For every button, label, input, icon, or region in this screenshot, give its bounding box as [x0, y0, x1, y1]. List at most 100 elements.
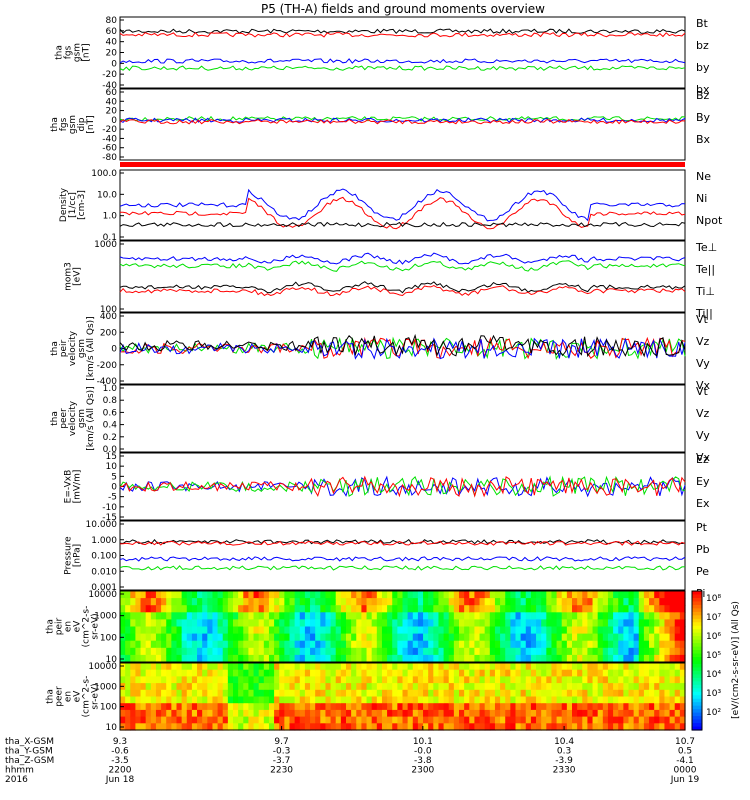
spectrogram-cell — [479, 723, 486, 731]
spectrogram-cell — [371, 683, 378, 691]
spectrogram-cell — [530, 647, 537, 656]
spectrogram-cell — [243, 689, 250, 698]
spectrogram-cell — [140, 626, 147, 635]
spectrogram-cell — [258, 591, 265, 599]
spectrogram-cell — [489, 696, 496, 704]
spectrogram-cell — [618, 633, 624, 642]
legend-Vx: Vx — [696, 379, 711, 392]
spectrogram-cell — [155, 598, 162, 606]
spectrogram-cell — [556, 696, 563, 704]
spectrogram-cell — [299, 633, 306, 642]
colorbar-cell — [692, 684, 702, 689]
spectrogram-cell — [263, 723, 270, 731]
spectrogram-cell — [279, 626, 285, 635]
spectrogram-cell — [489, 723, 496, 731]
colorbar-cell — [692, 618, 702, 623]
spectrogram-cell — [284, 619, 291, 628]
spectrogram-cell — [207, 612, 214, 620]
spectrogram-cell — [304, 654, 311, 663]
spectrogram-cell — [669, 647, 676, 656]
spectrogram-cell — [202, 626, 208, 635]
spectrogram-cell — [181, 669, 188, 677]
spectrogram-cell — [258, 716, 265, 724]
spectrogram-cell — [294, 669, 301, 677]
spectrogram-cell — [284, 647, 291, 656]
spectrogram-cell — [376, 626, 383, 635]
spectrogram-cell — [556, 716, 563, 724]
spectrogram-cell — [489, 591, 496, 599]
spectrogram-cell — [510, 612, 517, 620]
spectrogram-cell — [566, 723, 573, 731]
legend-Ne: Ne — [696, 170, 711, 183]
spectrogram-cell — [453, 626, 460, 635]
spectrogram-cell — [299, 689, 306, 698]
spectrogram-cell — [423, 591, 429, 599]
spectrogram-cell — [489, 703, 496, 711]
spectrogram-cell — [679, 633, 686, 642]
spectrogram-cell — [166, 626, 172, 635]
spectrogram-cell — [351, 703, 357, 711]
y-tick-label: -80 — [102, 153, 117, 163]
ylabel-line: [nPa] — [73, 544, 83, 567]
spectrogram-cell — [263, 683, 270, 691]
spectrogram-cell — [417, 716, 424, 724]
spectrogram-cell — [505, 626, 511, 635]
spectrogram-cell — [227, 709, 234, 718]
spectrogram-cell — [289, 633, 296, 642]
y-tick-label: 1.000 — [91, 536, 117, 546]
spectrogram-cell — [304, 591, 311, 599]
spectrogram-cell — [479, 709, 486, 718]
spectrogram-cell — [392, 723, 398, 731]
spectrogram-cell — [402, 689, 409, 698]
ylabel-line: velocity — [68, 400, 78, 436]
spectrogram-cell — [191, 647, 198, 656]
spectrogram-cell — [325, 723, 332, 731]
spectrogram-cell — [238, 716, 244, 724]
spectrogram-cell — [330, 709, 337, 718]
spectrogram-cell — [428, 669, 434, 677]
spectrogram-cell — [459, 663, 465, 671]
panel-ylabel: thapeereneV(cm^2-s-sr-eV) — [46, 676, 101, 718]
spectrogram-cell — [197, 669, 203, 677]
spectrogram-cell — [238, 709, 244, 718]
panel-density: 100.010.01.00.1Density[1/cc][cm-3]NeNiNp… — [59, 169, 723, 243]
spectrogram-cell — [217, 647, 224, 656]
spectrogram-cell — [459, 709, 465, 718]
spectrogram-cell — [186, 683, 193, 691]
spectrogram-cell — [402, 683, 409, 691]
spectrogram-cell — [602, 647, 609, 656]
spectrogram-cell — [222, 612, 229, 620]
spectrogram-cell — [150, 676, 157, 684]
spectrogram-cell — [577, 696, 583, 704]
ylabel-line: [1/cc] — [68, 192, 78, 218]
spectrogram-cell — [274, 723, 280, 731]
spectrogram-cell — [407, 612, 414, 620]
spectrogram-cell — [361, 626, 368, 635]
spectrogram-cell — [233, 598, 239, 606]
spectrogram-cell — [669, 654, 676, 663]
colorbar-cell — [692, 674, 702, 679]
spectrogram-cell — [217, 669, 224, 677]
spectrogram-cell — [654, 633, 660, 642]
spectrogram-cell — [227, 669, 234, 677]
spectrogram-cell — [412, 663, 419, 671]
colorbar-tick: 10⁸ — [706, 594, 721, 604]
spectrogram-cell — [494, 676, 501, 684]
spectrogram-cell — [500, 654, 506, 663]
spectrogram-cell — [561, 709, 568, 718]
spectrogram-cell — [582, 716, 589, 724]
spectrogram-cell — [541, 689, 547, 698]
spectrogram-cell — [289, 723, 296, 731]
spectrogram-cell — [402, 723, 409, 731]
spectrogram-cell — [202, 683, 208, 691]
y-tick-label: 15 — [106, 452, 117, 462]
spectrogram-cell — [238, 598, 244, 606]
spectrogram-cell — [392, 716, 398, 724]
spectrogram-cell — [623, 709, 630, 718]
spectrogram-cell — [335, 633, 342, 642]
spectrogram-cell — [649, 598, 655, 606]
spectrogram-cell — [654, 598, 660, 606]
spectrogram-cell — [674, 723, 681, 731]
spectrogram-cell — [397, 605, 404, 613]
